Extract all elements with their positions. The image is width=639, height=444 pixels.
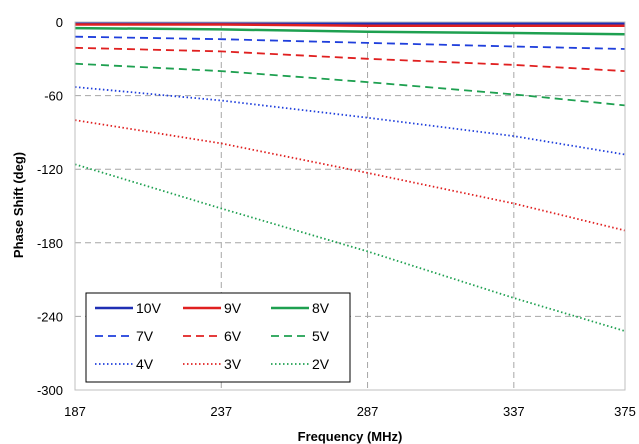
legend-label-2v: 2V: [312, 356, 330, 372]
plot-area-border: [74, 21, 626, 391]
series-line-5v: [74, 62, 626, 107]
legend-label-5v: 5V: [312, 328, 330, 344]
y-tick-label: 0: [56, 15, 63, 30]
y-tick-label: -120: [37, 162, 63, 177]
legend-label-9v: 9V: [224, 300, 242, 316]
x-tick-label: 337: [503, 404, 525, 419]
legend-label-4v: 4V: [136, 356, 154, 372]
y-tick-label: -240: [37, 309, 63, 324]
y-tick-label: -180: [37, 236, 63, 251]
y-axis-title: Phase Shift (deg): [11, 152, 26, 258]
x-tick-label: 287: [357, 404, 379, 419]
legend-label-3v: 3V: [224, 356, 242, 372]
legend-label-10v: 10V: [136, 300, 162, 316]
series-line-9v: [75, 23, 625, 27]
legend-label-7v: 7V: [136, 328, 154, 344]
x-tick-label: 375: [614, 404, 636, 419]
series-line-2v: [74, 163, 626, 332]
y-tick-label: -60: [44, 89, 63, 104]
series-lines: [74, 21, 626, 332]
x-tick-label: 187: [64, 404, 86, 419]
y-tick-label: -300: [37, 383, 63, 398]
series-line-3v: [74, 119, 626, 232]
legend-label-6v: 6V: [224, 328, 242, 344]
legend-box: [85, 292, 351, 383]
legend: 10V 9V 8V 7V 6V 5V 4V 3V 2V: [85, 292, 351, 383]
x-tick-label: 237: [210, 404, 232, 419]
series-line-7v: [74, 35, 626, 50]
series-line-6v: [74, 46, 626, 72]
legend-label-8v: 8V: [312, 300, 330, 316]
x-axis-title: Frequency (MHz): [298, 429, 403, 444]
series-line-8v: [74, 26, 626, 36]
